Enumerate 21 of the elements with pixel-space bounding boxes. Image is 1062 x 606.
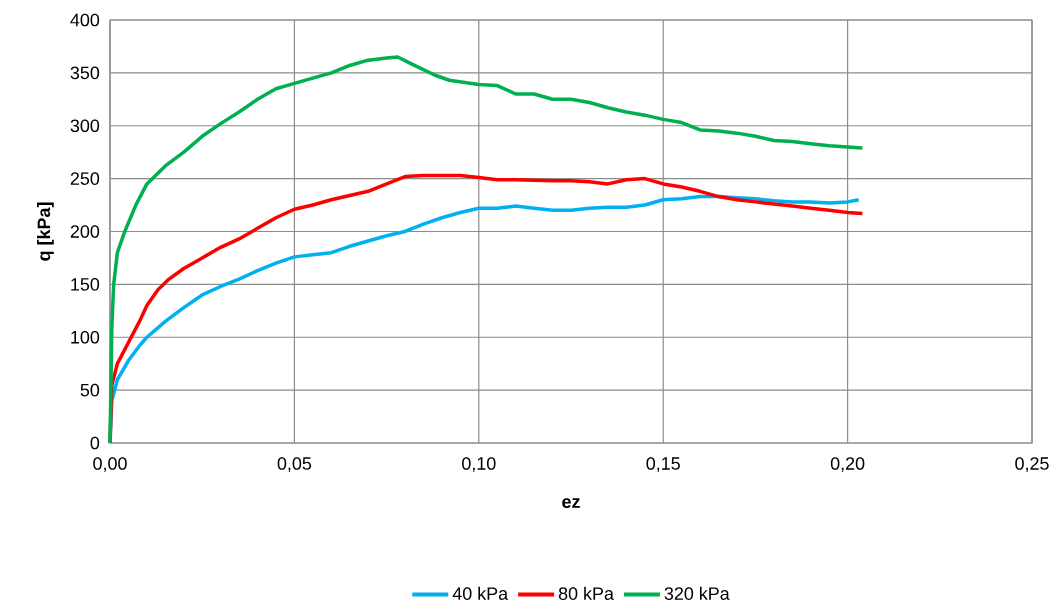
x-tick-label: 0,10 bbox=[462, 456, 496, 472]
legend-label: 320 kPa bbox=[664, 586, 730, 600]
y-tick-label: 100 bbox=[71, 330, 100, 344]
x-axis-title: ez bbox=[562, 497, 580, 508]
y-tick-label: 300 bbox=[70, 119, 100, 132]
y-tick-label: 0 bbox=[90, 436, 100, 450]
y-tick-label: 250 bbox=[70, 172, 100, 185]
y-tick-label: 400 bbox=[70, 13, 100, 27]
x-tick-label: 0,00 bbox=[93, 456, 127, 472]
line-series bbox=[108, 55, 865, 445]
legend-label: 80 kPa bbox=[558, 586, 614, 600]
y-tick-label: 150 bbox=[71, 277, 100, 291]
x-tick-label: 0,15 bbox=[646, 456, 680, 472]
y-tick-label: 200 bbox=[70, 224, 100, 238]
x-tick-label: 0,05 bbox=[277, 456, 312, 472]
x-tick-label: 0,20 bbox=[830, 456, 865, 472]
x-tick-label: 0,25 bbox=[1015, 456, 1049, 472]
y-tick-label: 350 bbox=[70, 66, 100, 79]
y-axis-title: q [kPa] bbox=[37, 202, 54, 261]
legend-label: 40 kPa bbox=[452, 586, 509, 600]
y-tick-label: 50 bbox=[80, 383, 100, 397]
